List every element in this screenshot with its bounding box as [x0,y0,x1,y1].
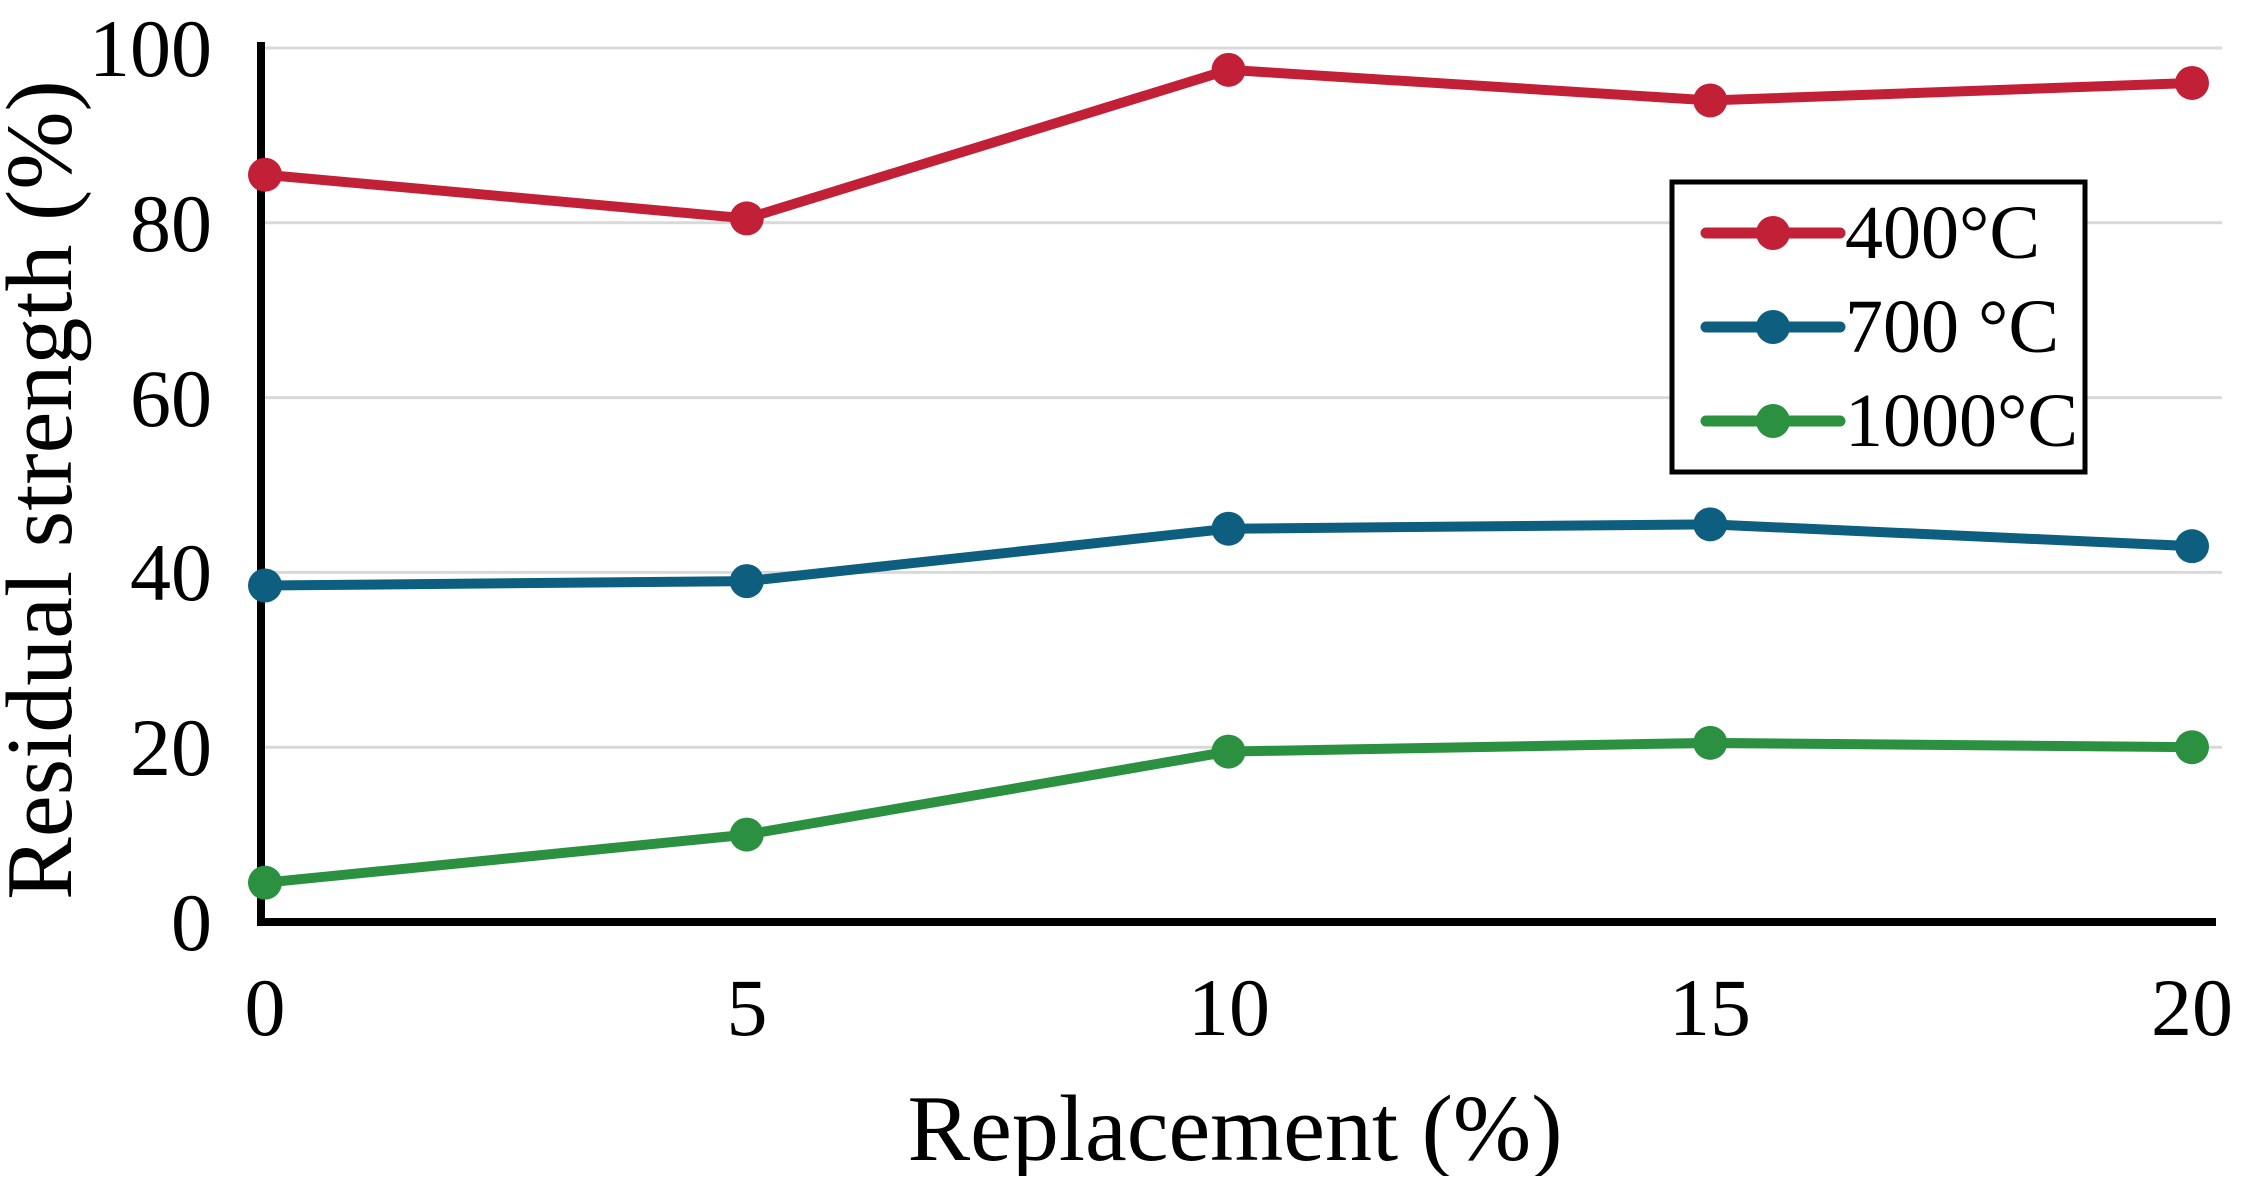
x-tick-20: 20 [2151,962,2233,1053]
legend-label-700c: 700 °C [1845,285,2059,369]
x-tick-5: 5 [727,962,768,1053]
legend-label-1000c: 1000°C [1845,379,2078,463]
y-tick-60: 60 [130,353,212,444]
legend-label-400c: 400°C [1845,191,2040,275]
x-tick-15: 15 [1669,962,1751,1053]
x-axis-title: Replacement (%) [907,1077,1562,1176]
series-lines [248,52,2209,900]
y-tick-80: 80 [130,178,212,269]
x-tick-0: 0 [245,962,286,1053]
y-tick-40: 40 [130,527,212,618]
legend-markers [1700,216,1846,438]
y-tick-20: 20 [130,702,212,793]
x-tick-10: 10 [1188,962,1270,1053]
y-tick-100: 100 [89,3,212,94]
y-axis-title: Residual strength (%) [0,80,92,900]
y-tick-0: 0 [171,877,212,968]
